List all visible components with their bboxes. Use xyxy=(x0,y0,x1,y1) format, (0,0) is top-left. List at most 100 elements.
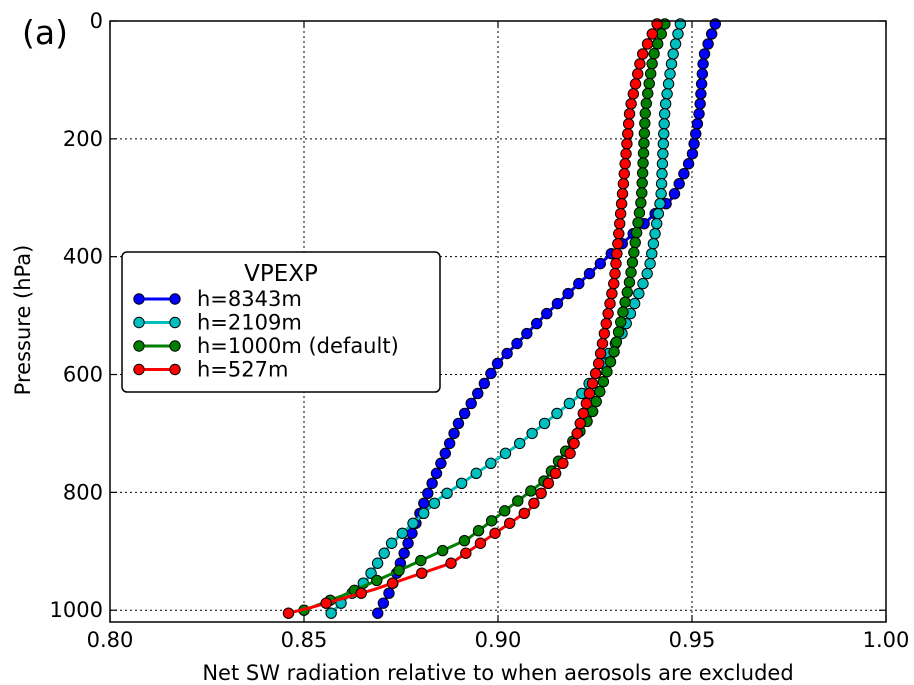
data-point xyxy=(503,517,516,529)
data-point xyxy=(562,287,574,300)
data-point xyxy=(661,88,673,100)
legend-box xyxy=(121,251,441,393)
data-point xyxy=(501,347,513,360)
data-point xyxy=(489,527,501,539)
data-point xyxy=(407,517,419,529)
data-point xyxy=(637,147,650,159)
data-point xyxy=(611,247,623,260)
data-point xyxy=(418,507,430,519)
data-point xyxy=(398,547,410,559)
data-point xyxy=(613,227,625,240)
panel-label: (a) xyxy=(22,13,68,52)
data-point xyxy=(628,297,641,310)
data-point xyxy=(583,387,596,400)
data-point xyxy=(668,188,681,200)
data-point xyxy=(601,366,613,378)
data-point xyxy=(612,326,625,338)
data-point xyxy=(652,207,665,220)
data-point xyxy=(629,236,641,249)
data-point xyxy=(541,307,553,320)
x-tick-label: 1.00 xyxy=(863,628,910,652)
data-point xyxy=(655,178,668,190)
data-point xyxy=(594,347,607,360)
data-point xyxy=(695,78,708,90)
data-point xyxy=(600,317,612,330)
x-tick-label: 0.90 xyxy=(475,628,522,652)
data-point xyxy=(377,597,390,609)
data-point xyxy=(636,177,648,189)
data-point xyxy=(557,457,569,470)
data-point xyxy=(648,48,660,60)
data-point xyxy=(642,87,654,100)
data-point xyxy=(639,117,651,130)
data-point xyxy=(610,336,623,348)
data-point xyxy=(686,148,699,160)
data-point xyxy=(355,587,367,599)
data-point xyxy=(623,276,636,288)
data-point xyxy=(690,128,702,140)
x-axis-label: Net SW radiation relative to when aeroso… xyxy=(202,661,793,685)
data-point xyxy=(610,257,622,270)
data-point xyxy=(623,108,636,120)
data-point xyxy=(637,157,649,169)
y-tick-label: 1000 xyxy=(50,598,103,622)
data-point xyxy=(697,58,709,70)
data-point xyxy=(485,367,497,380)
data-point xyxy=(435,457,447,470)
data-point xyxy=(383,587,395,599)
data-point xyxy=(551,297,564,310)
data-point xyxy=(632,216,644,229)
data-point xyxy=(650,217,663,230)
legend-marker-start xyxy=(133,316,145,329)
legend-entry: h=2109m xyxy=(133,311,302,335)
data-point xyxy=(665,58,678,70)
data-point xyxy=(511,337,523,350)
data-point xyxy=(658,118,670,130)
data-point xyxy=(452,417,465,430)
legend-entry: h=8343m xyxy=(133,287,302,311)
data-point xyxy=(472,525,485,537)
data-point xyxy=(455,477,468,490)
data-point xyxy=(673,178,685,190)
legend-marker-start xyxy=(133,340,145,352)
data-point xyxy=(428,497,441,510)
data-point xyxy=(644,257,656,270)
data-point xyxy=(596,337,609,350)
data-point xyxy=(385,537,398,549)
legend-title: VPEXP xyxy=(244,261,318,287)
data-point xyxy=(439,447,451,460)
data-point xyxy=(619,158,631,170)
data-point xyxy=(426,477,438,490)
data-point xyxy=(635,197,647,209)
data-point xyxy=(629,78,642,90)
data-point xyxy=(657,148,669,160)
data-point xyxy=(628,246,640,259)
data-point xyxy=(589,367,602,380)
grid-lines xyxy=(110,21,886,622)
data-point xyxy=(634,58,646,70)
data-point xyxy=(655,188,667,200)
data-point xyxy=(531,317,543,330)
data-point xyxy=(597,375,610,388)
data-point xyxy=(470,467,482,480)
data-point xyxy=(415,554,427,567)
data-point xyxy=(535,487,547,500)
data-point xyxy=(614,217,626,230)
data-point xyxy=(627,88,640,100)
data-point xyxy=(647,237,660,250)
data-point xyxy=(615,316,627,328)
legend-label: h=527m xyxy=(197,358,288,382)
y-axis-label: Pressure (hPa) xyxy=(11,245,35,396)
data-point xyxy=(638,137,650,149)
legend-marker-end xyxy=(169,340,181,352)
data-point xyxy=(542,477,555,490)
data-point xyxy=(620,148,632,160)
data-point xyxy=(499,505,511,517)
series-0 xyxy=(372,18,721,619)
data-point xyxy=(564,447,576,460)
data-point xyxy=(320,597,332,609)
data-point xyxy=(402,537,414,549)
data-point xyxy=(632,68,644,80)
data-point xyxy=(378,547,390,559)
